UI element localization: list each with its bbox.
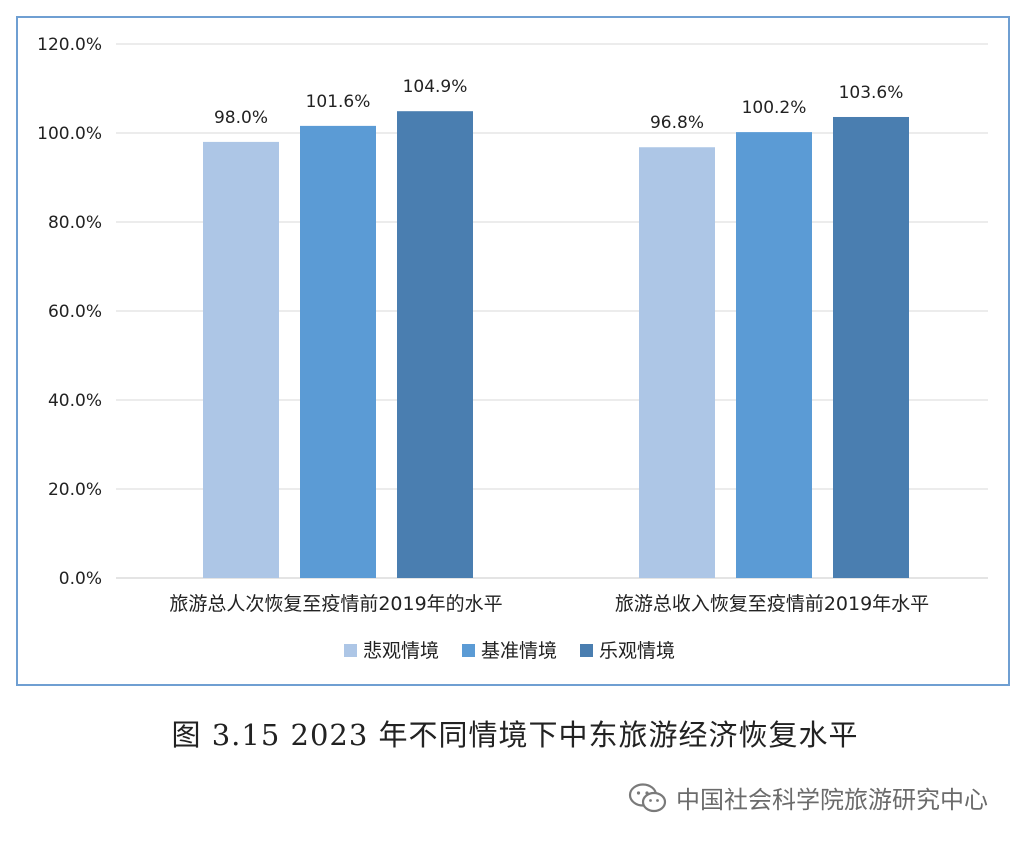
legend-label: 基准情境 <box>481 640 557 662</box>
y-tick-label: 100.0% <box>37 124 102 144</box>
data-label: 101.6% <box>306 92 371 112</box>
y-tick-label: 120.0% <box>37 35 102 55</box>
data-label: 98.0% <box>214 108 268 128</box>
y-tick-label: 60.0% <box>48 302 102 322</box>
y-tick-label: 20.0% <box>48 480 102 500</box>
bar <box>833 116 909 578</box>
legend-label: 乐观情境 <box>599 640 675 662</box>
y-tick-label: 80.0% <box>48 213 102 233</box>
legend-label: 悲观情境 <box>363 640 439 662</box>
watermark-text: 中国社会科学院旅游研究中心 <box>676 786 988 814</box>
legend-swatch <box>344 644 357 657</box>
bar <box>639 147 715 579</box>
wechat-icon <box>628 782 667 812</box>
chart-frame: 0.0% 20.0% 40.0% 60.0% 80.0% 100.0% 120.0% 98.0… <box>16 16 1010 686</box>
watermark: 中国社会科学院旅游研究中心 <box>628 780 988 815</box>
bar <box>203 141 279 578</box>
data-label: 104.9% <box>403 77 468 97</box>
x-tick-label: 旅游总人次恢复至疫情前2019年的水平 <box>169 593 502 615</box>
x-tick-label: 旅游总收入恢复至疫情前2019年水平 <box>615 593 929 615</box>
bar <box>300 125 376 578</box>
figure-caption: 图 3.15 2023 年不同情境下中东旅游经济恢复水平 <box>171 718 859 752</box>
legend-swatch <box>580 644 593 657</box>
bar <box>736 132 812 579</box>
data-label: 96.8% <box>650 113 704 133</box>
legend-swatch <box>462 644 475 657</box>
bar <box>397 111 473 578</box>
y-tick-label: 40.0% <box>48 391 102 411</box>
bar-chart: 0.0% 20.0% 40.0% 60.0% 80.0% 100.0% 120.0% 98.0… <box>37 35 988 662</box>
y-tick-label: 0.0% <box>59 569 102 589</box>
data-label: 103.6% <box>839 83 904 103</box>
data-label: 100.2% <box>742 98 807 118</box>
